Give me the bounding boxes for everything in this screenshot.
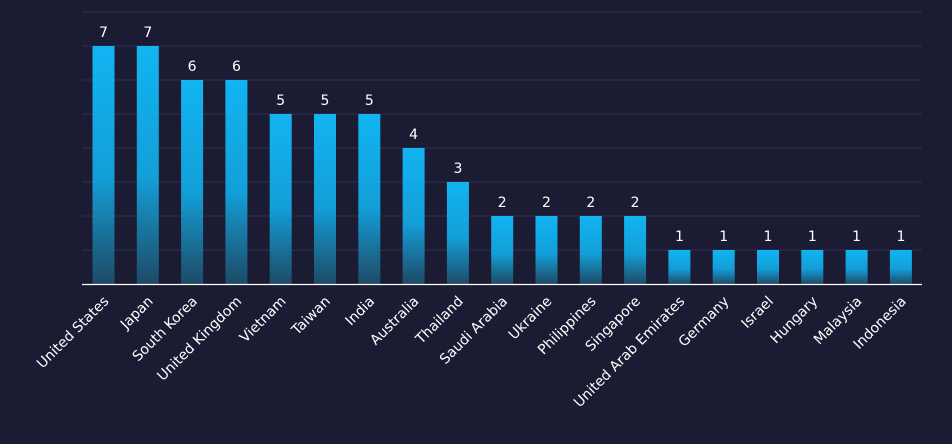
data-label: 2 — [498, 195, 507, 211]
data-label: 4 — [409, 127, 418, 143]
gridlines — [82, 11, 922, 251]
x-tick-label: Israel — [738, 294, 776, 332]
bar-saudi-arabia — [491, 216, 514, 284]
x-tick-label: Taiwan — [288, 294, 334, 340]
bar-japan — [136, 46, 159, 284]
data-label: 5 — [321, 93, 330, 109]
bar-germany — [712, 250, 735, 284]
data-label: 2 — [631, 195, 640, 211]
bar-philippines — [579, 216, 602, 284]
x-tick-label: Japan — [117, 294, 157, 334]
data-label: 7 — [143, 25, 152, 41]
data-label: 1 — [719, 229, 728, 245]
data-label: 2 — [542, 195, 551, 211]
data-label: 1 — [896, 229, 905, 245]
data-label: 7 — [99, 25, 108, 41]
data-label: 5 — [365, 93, 374, 109]
x-tick-label: United States — [34, 294, 112, 372]
bar-indonesia — [889, 250, 912, 284]
data-label: 6 — [188, 59, 197, 75]
data-label: 2 — [586, 195, 595, 211]
bars — [92, 46, 912, 284]
bar-india — [358, 114, 381, 284]
bar-united-states — [92, 46, 115, 284]
data-label: 1 — [808, 229, 817, 245]
bar-australia — [402, 148, 425, 284]
data-label: 3 — [453, 161, 462, 177]
bar-south-korea — [181, 80, 204, 284]
bar-united-arab-emirates — [668, 250, 691, 284]
bar-thailand — [446, 182, 469, 284]
bar-israel — [757, 250, 779, 284]
x-tick-label: Vietnam — [237, 294, 290, 347]
data-labels: 7 7 6 6 5 5 5 4 3 2 2 2 2 1 1 1 1 1 1 — [99, 25, 905, 245]
x-tick-label: Australia — [367, 294, 422, 349]
data-label: 1 — [675, 229, 684, 245]
bar-vietnam — [269, 114, 292, 284]
bar-singapore — [624, 216, 647, 284]
bar-united-kingdom — [225, 80, 248, 284]
x-tick-label: United Kingdom — [154, 294, 245, 385]
bar-malaysia — [845, 250, 868, 284]
data-label: 5 — [276, 93, 285, 109]
bar-taiwan — [314, 114, 336, 284]
data-label: 1 — [764, 229, 773, 245]
data-label: 1 — [852, 229, 861, 245]
x-tick-label: India — [343, 294, 379, 330]
bar-hungary — [801, 250, 824, 284]
data-label: 6 — [232, 59, 241, 75]
bar-ukraine — [535, 216, 558, 284]
